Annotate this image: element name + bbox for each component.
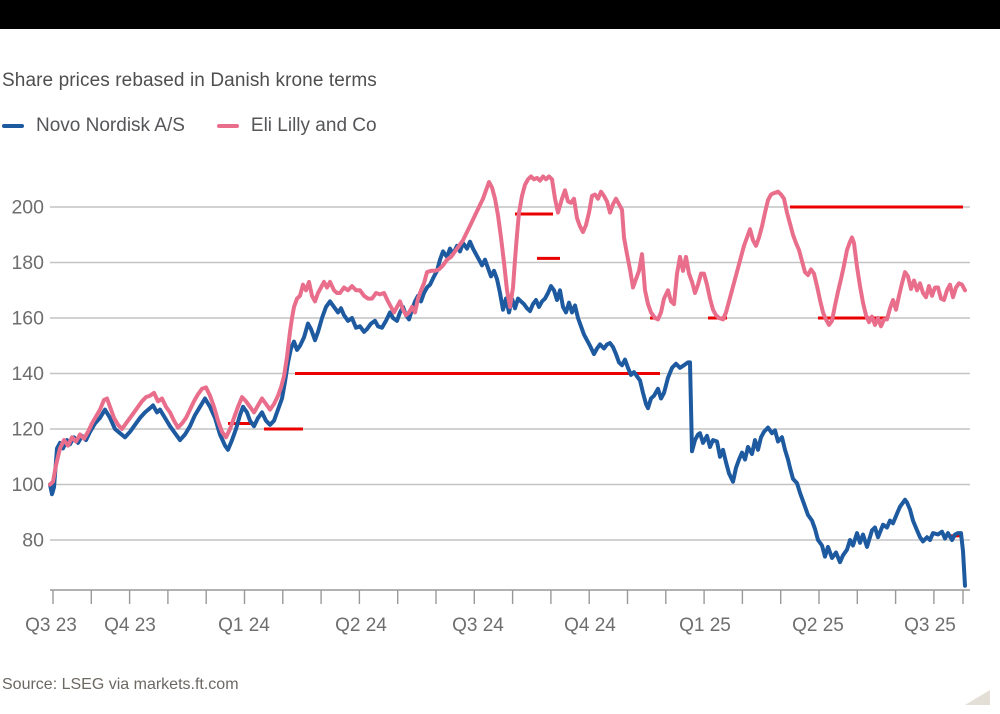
legend-label: Novo Nordisk A/S — [36, 115, 185, 136]
y-tick-label: 160 — [11, 308, 44, 330]
y-tick-label: 140 — [11, 363, 44, 385]
legend-item-novo-nordisk: Novo Nordisk A/S — [2, 115, 185, 137]
chart-subtitle: Share prices rebased in Danish krone ter… — [2, 70, 377, 91]
x-tick-label: Q1 24 — [218, 615, 270, 636]
x-tick-label: Q3 23 — [25, 615, 77, 636]
eli-lilly-line — [48, 174, 967, 487]
y-tick-label: 120 — [11, 419, 44, 441]
x-tick-label: Q3 24 — [452, 615, 504, 636]
source-attribution: Source: LSEG via markets.ft.com — [2, 676, 239, 693]
novo-nordisk-swatch-icon — [2, 124, 24, 128]
legend-item-eli-lilly: Eli Lilly and Co — [216, 115, 377, 137]
x-tick-label: Q2 24 — [335, 615, 387, 636]
y-tick-label: 200 — [11, 197, 44, 219]
legend: Novo Nordisk A/S Eli Lilly and Co — [2, 115, 377, 137]
x-tick-label: Q4 23 — [104, 615, 156, 636]
top-black-bar — [0, 0, 1000, 29]
y-tick-label: 100 — [11, 474, 44, 496]
x-tick-label: Q3 25 — [904, 615, 956, 636]
legend-label: Eli Lilly and Co — [250, 115, 377, 136]
novo-nordisk-line — [48, 239, 967, 588]
x-tick-label: Q1 25 — [679, 615, 731, 636]
y-tick-label: 80 — [22, 530, 44, 552]
eli-lilly-swatch-icon — [216, 124, 239, 128]
x-tick-label: Q4 24 — [564, 615, 616, 636]
x-tick-label: Q2 25 — [792, 615, 844, 636]
y-tick-label: 180 — [11, 252, 44, 274]
